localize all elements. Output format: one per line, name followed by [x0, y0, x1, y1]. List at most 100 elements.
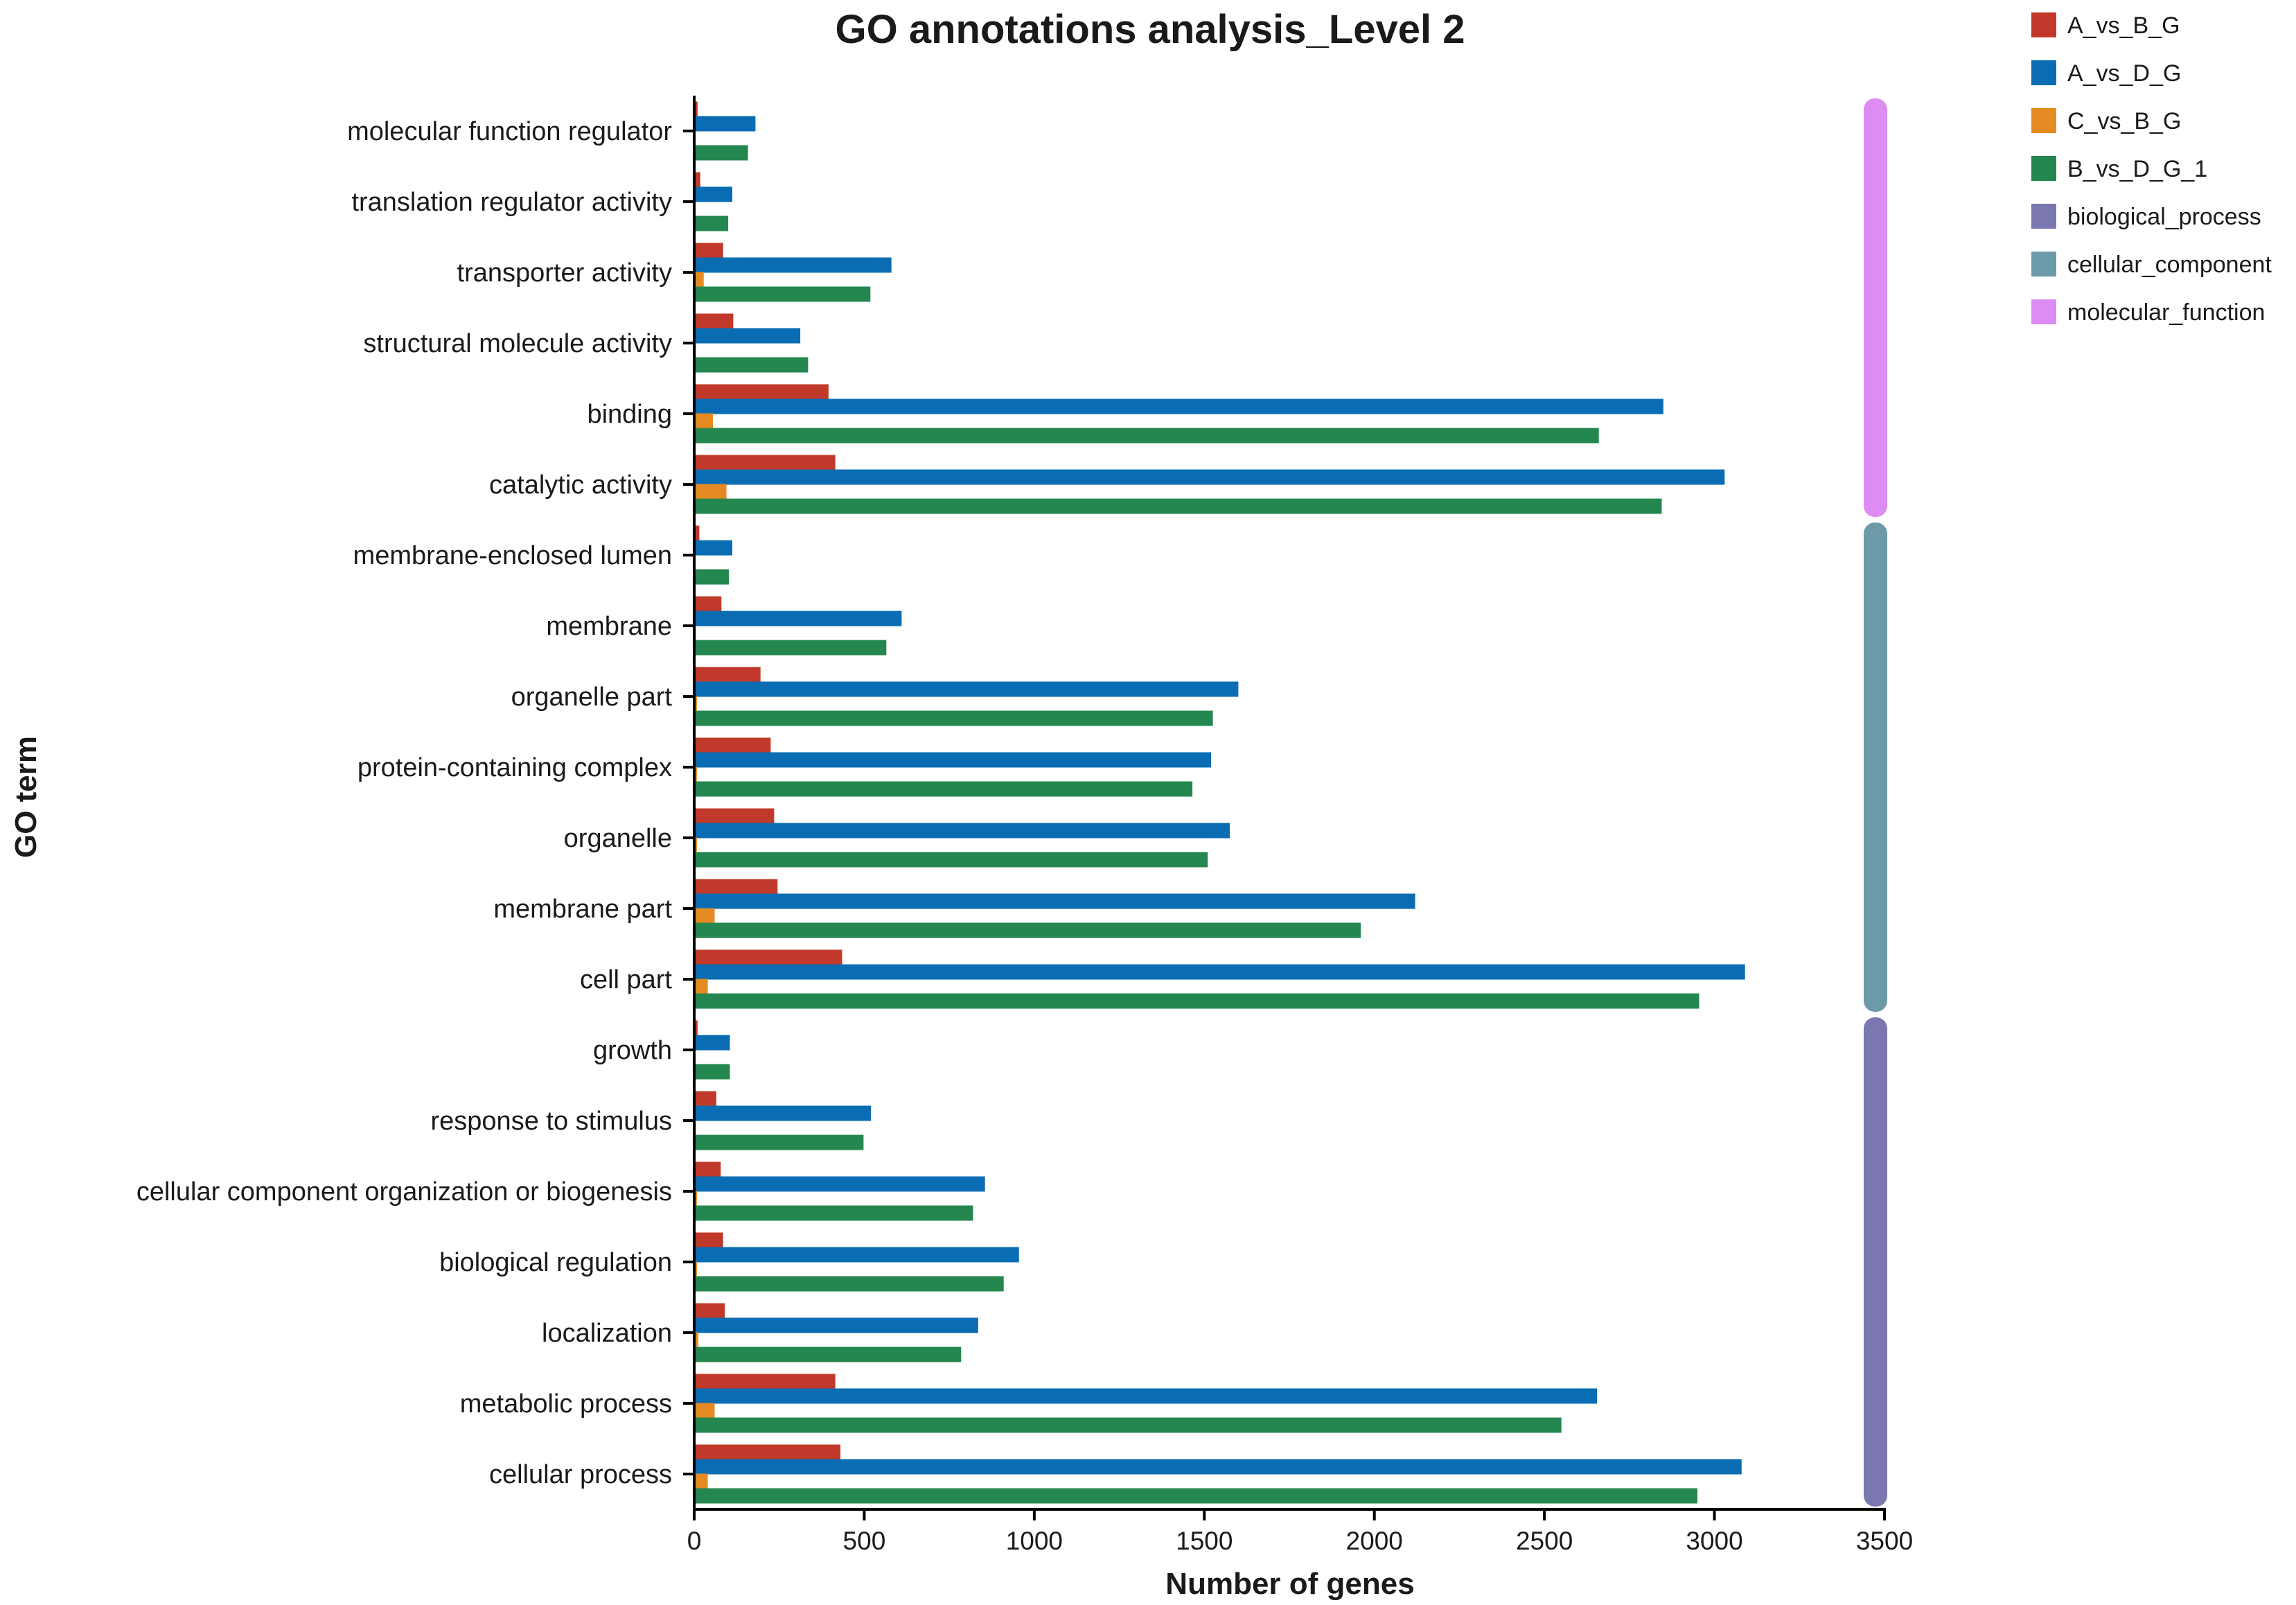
bar-b-vs-d-g-1-organelle — [694, 852, 1208, 868]
legend-label-a-vs-b-g[interactable]: A_vs_B_G — [2067, 12, 2180, 39]
bar-b-vs-d-g-1-cell-part — [694, 993, 1699, 1009]
bar-a-vs-d-g-cell-part — [694, 964, 1745, 980]
bar-a-vs-b-g-membrane-enclosed-lumen — [694, 525, 700, 541]
category-label-catalytic-activity: catalytic activity — [489, 471, 672, 500]
bar-a-vs-b-g-cellular-process — [694, 1444, 841, 1460]
bar-b-vs-d-g-1-translation-regulator-activity — [694, 216, 729, 231]
legend-label-cellular-component[interactable]: cellular_component — [2067, 252, 2272, 278]
legend-label-c-vs-b-g[interactable]: C_vs_B_G — [2067, 108, 2181, 134]
bar-b-vs-d-g-1-molecular-function-regulator — [694, 145, 748, 161]
category-label-membrane-enclosed-lumen: membrane-enclosed lumen — [353, 541, 672, 570]
bar-a-vs-d-g-metabolic-process — [694, 1388, 1598, 1404]
bar-b-vs-d-g-1-cellular-component-organization-or-biogenesis — [694, 1205, 973, 1221]
chart-title: GO annotations analysis_Level 2 — [836, 7, 1465, 52]
x-tick-label-500: 500 — [843, 1527, 886, 1555]
legend-swatch-molecular-function[interactable] — [2031, 299, 2056, 324]
bar-a-vs-b-g-growth — [694, 1020, 698, 1036]
legend[interactable]: A_vs_B_G A_vs_D_G C_vs_B_G B_vs_D_G_1biolog… — [2031, 12, 2272, 326]
bar-b-vs-d-g-1-localization — [694, 1347, 962, 1362]
x-tick-label-2500: 2500 — [1516, 1527, 1573, 1555]
legend-label-biological-process[interactable]: biological_process — [2067, 204, 2261, 230]
bar-b-vs-d-g-1-growth — [694, 1064, 730, 1080]
category-label-biological-regulation: biological regulation — [439, 1248, 672, 1277]
x-tick-label-3000: 3000 — [1686, 1527, 1742, 1555]
bar-a-vs-b-g-translation-regulator-activity — [694, 172, 700, 188]
bar-b-vs-d-g-1-transporter-activity — [694, 286, 871, 302]
bar-layer — [694, 101, 1745, 1504]
bar-a-vs-d-g-cellular-process — [694, 1459, 1742, 1475]
legend-label-molecular-function[interactable]: molecular_function — [2067, 299, 2265, 326]
category-label-translation-regulator-activity: translation regulator activity — [351, 188, 672, 217]
group-band-cellular-component — [1864, 523, 1887, 1012]
bar-a-vs-d-g-localization — [694, 1317, 978, 1333]
legend-swatch-cellular-component[interactable] — [2031, 252, 2056, 277]
bar-a-vs-b-g-organelle-part — [694, 667, 761, 683]
bar-c-vs-b-g-catalytic-activity — [694, 484, 727, 500]
x-tick-label-0: 0 — [687, 1527, 702, 1555]
bar-b-vs-d-g-1-cellular-process — [694, 1488, 1697, 1504]
category-label-membrane-part: membrane part — [493, 895, 672, 924]
legend-swatch-b-vs-d-g-1[interactable] — [2031, 156, 2056, 181]
x-tick-label-2000: 2000 — [1346, 1527, 1403, 1555]
bar-c-vs-b-g-membrane-part — [694, 908, 715, 924]
category-label-binding: binding — [587, 400, 672, 429]
bar-a-vs-d-g-growth — [694, 1035, 730, 1051]
bar-b-vs-d-g-1-membrane — [694, 640, 887, 656]
bar-a-vs-b-g-protein-containing-complex — [694, 737, 771, 753]
bar-b-vs-d-g-1-structural-molecule-activity — [694, 357, 809, 373]
category-label-membrane: membrane — [546, 612, 672, 641]
bar-b-vs-d-g-1-catalytic-activity — [694, 498, 1662, 514]
bar-a-vs-d-g-biological-regulation — [694, 1247, 1019, 1263]
bar-a-vs-d-g-response-to-stimulus — [694, 1105, 872, 1121]
category-label-structural-molecule-activity: structural molecule activity — [363, 329, 672, 358]
bar-a-vs-b-g-molecular-function-regulator — [694, 101, 698, 117]
bar-a-vs-d-g-transporter-activity — [694, 257, 892, 273]
bar-a-vs-b-g-cell-part — [694, 949, 842, 965]
category-label-organelle: organelle — [564, 824, 672, 853]
bar-a-vs-d-g-molecular-function-regulator — [694, 116, 756, 132]
bar-b-vs-d-g-1-membrane-enclosed-lumen — [694, 569, 730, 585]
bar-b-vs-d-g-1-protein-containing-complex — [694, 781, 1193, 797]
category-label-metabolic-process: metabolic process — [460, 1389, 672, 1419]
legend-swatch-biological-process[interactable] — [2031, 204, 2056, 229]
bar-a-vs-d-g-protein-containing-complex — [694, 752, 1212, 768]
bar-b-vs-d-g-1-organelle-part — [694, 710, 1213, 726]
bar-a-vs-d-g-translation-regulator-activity — [694, 186, 732, 202]
category-label-transporter-activity: transporter activity — [457, 258, 672, 288]
category-label-response-to-stimulus: response to stimulus — [431, 1107, 673, 1136]
bar-c-vs-b-g-binding — [694, 413, 713, 429]
category-labels: molecular function regulator translation … — [136, 117, 673, 1489]
bar-a-vs-b-g-binding — [694, 384, 829, 400]
category-label-cellular-process: cellular process — [489, 1460, 672, 1489]
legend-swatch-a-vs-b-g[interactable] — [2031, 12, 2056, 37]
bar-a-vs-b-g-membrane — [694, 596, 722, 612]
bar-a-vs-b-g-response-to-stimulus — [694, 1091, 716, 1107]
bar-a-vs-d-g-membrane-enclosed-lumen — [694, 540, 732, 556]
legend-swatch-c-vs-b-g[interactable] — [2031, 108, 2056, 133]
group-band-molecular-function — [1864, 98, 1887, 517]
group-band-biological-process — [1864, 1017, 1887, 1507]
bar-a-vs-d-g-catalytic-activity — [694, 469, 1725, 485]
axes: 0 500 1000 1500 2000 2500 3000 3500 — [683, 96, 1913, 1555]
bar-a-vs-d-g-membrane — [694, 611, 902, 626]
bar-a-vs-b-g-organelle — [694, 808, 775, 824]
bar-a-vs-b-g-metabolic-process — [694, 1374, 836, 1389]
x-tick-label-1500: 1500 — [1176, 1527, 1233, 1555]
bar-a-vs-b-g-biological-regulation — [694, 1232, 723, 1248]
category-label-molecular-function-regulator: molecular function regulator — [347, 117, 672, 146]
category-label-protein-containing-complex: protein-containing complex — [357, 753, 672, 782]
x-tick-label-1000: 1000 — [1006, 1527, 1063, 1555]
bar-a-vs-b-g-transporter-activity — [694, 243, 723, 258]
bar-a-vs-b-g-membrane-part — [694, 879, 778, 895]
bar-c-vs-b-g-localization — [694, 1332, 698, 1348]
bar-c-vs-b-g-cell-part — [694, 979, 708, 994]
bar-a-vs-d-g-membrane-part — [694, 893, 1415, 909]
y-axis-title: GO term — [9, 736, 43, 858]
legend-swatch-a-vs-d-g[interactable] — [2031, 60, 2056, 85]
bar-a-vs-d-g-structural-molecule-activity — [694, 328, 801, 344]
category-label-organelle-part: organelle part — [511, 683, 673, 712]
category-label-cellular-component-organization-or-biogenesis: cellular component organization or bioge… — [136, 1177, 672, 1207]
legend-label-a-vs-d-g[interactable]: A_vs_D_G — [2067, 60, 2181, 87]
legend-label-b-vs-d-g-1[interactable]: B_vs_D_G_1 — [2067, 156, 2207, 182]
